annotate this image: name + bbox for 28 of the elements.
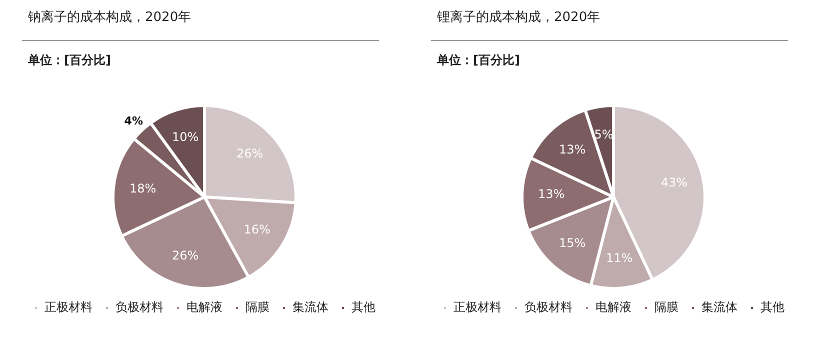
- legend-label: 隔膜: [654, 300, 678, 314]
- chart-title: 锂离子的成本构成，2020年: [437, 9, 600, 26]
- data-label: 18%: [129, 181, 156, 196]
- legend-label: 电解液: [596, 300, 632, 314]
- legend-label: 正极材料: [44, 300, 92, 314]
- chart-subtitle: 单位：[百分比]: [437, 52, 520, 69]
- legend-label: 集流体: [702, 300, 738, 314]
- data-label: 26%: [172, 248, 199, 262]
- legend-label: 其他: [352, 300, 376, 314]
- data-label: 26%: [236, 146, 264, 161]
- legend-label: 负极材料: [524, 300, 572, 314]
- legend-label: 负极材料: [116, 300, 164, 314]
- legend-label: 集流体: [292, 300, 328, 314]
- legend-label: 正极材料: [454, 300, 502, 314]
- legend-label: 其他: [760, 300, 784, 314]
- legend-label: 电解液: [186, 300, 222, 314]
- data-label: 4%: [124, 114, 143, 128]
- data-label: 11%: [606, 251, 633, 266]
- data-label: 43%: [660, 176, 688, 190]
- legend-label: 隔膜: [246, 300, 270, 314]
- data-label: 5%: [594, 128, 614, 142]
- chart-subtitle: 单位：[百分比]: [28, 52, 111, 69]
- data-label: 16%: [244, 222, 270, 236]
- data-label: 13%: [559, 142, 586, 156]
- chart-title: 钠离子的成本构成，2020年: [28, 9, 192, 26]
- data-label: 13%: [538, 187, 565, 202]
- data-label: 10%: [172, 130, 199, 144]
- data-label: 15%: [559, 236, 586, 250]
